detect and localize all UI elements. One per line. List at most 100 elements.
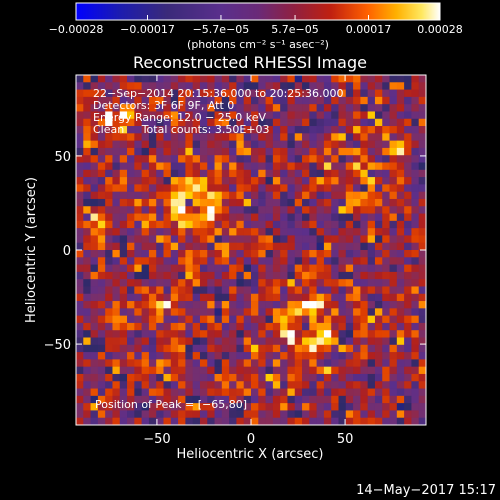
- heatmap-cell: [207, 257, 215, 265]
- heatmap-cell: [97, 410, 106, 419]
- heatmap-cell: [345, 308, 354, 316]
- heatmap-cell: [338, 133, 347, 141]
- heatmap-cell: [156, 264, 164, 273]
- heatmap-cell: [389, 359, 398, 367]
- heatmap-cell: [396, 126, 405, 134]
- heatmap-cell: [323, 417, 332, 426]
- heatmap-cell: [243, 388, 252, 397]
- heatmap-cell: [127, 162, 135, 171]
- heatmap-cell: [323, 403, 332, 411]
- heatmap-cell: [156, 286, 164, 295]
- heatmap-cell: [280, 381, 288, 389]
- heatmap-cell: [236, 337, 245, 346]
- heatmap-cell: [338, 315, 347, 324]
- heatmap-cell: [97, 206, 106, 214]
- heatmap-cell: [243, 82, 252, 90]
- heatmap-cell: [287, 155, 296, 163]
- heatmap-cell: [243, 191, 252, 200]
- heatmap-cell: [236, 366, 245, 375]
- heatmap-cell: [207, 395, 215, 404]
- heatmap-cell: [76, 89, 84, 98]
- heatmap-cell: [112, 126, 121, 134]
- heatmap-cell: [170, 118, 179, 127]
- heatmap-cell: [404, 330, 412, 338]
- heatmap-cell: [178, 96, 186, 105]
- heatmap-cell: [309, 381, 317, 389]
- heatmap-cell: [251, 257, 259, 265]
- heatmap-cell: [272, 359, 281, 367]
- heatmap-cell: [214, 417, 223, 426]
- heatmap-cell: [112, 169, 121, 178]
- heatmap-cell: [258, 162, 266, 171]
- heatmap-cell: [404, 75, 412, 83]
- heatmap-cell: [207, 403, 215, 411]
- heatmap-cell: [127, 286, 135, 295]
- heatmap-cell: [280, 279, 288, 287]
- heatmap-cell: [302, 213, 310, 222]
- heatmap-cell: [258, 330, 266, 338]
- heatmap-cell: [112, 250, 121, 258]
- heatmap-cell: [258, 264, 266, 273]
- heatmap-cell: [374, 403, 383, 411]
- heatmap-cell: [214, 315, 223, 324]
- heatmap-cell: [316, 206, 325, 214]
- heatmap-cell: [148, 75, 157, 83]
- heatmap-cell: [338, 366, 347, 375]
- heatmap-cell: [411, 403, 420, 411]
- heatmap-cell: [141, 366, 150, 375]
- heatmap-cell: [360, 89, 368, 98]
- heatmap-cell: [243, 352, 252, 360]
- heatmap-cell: [141, 279, 150, 287]
- heatmap-cell: [287, 395, 296, 404]
- heatmap-cell: [389, 198, 398, 207]
- heatmap-cell: [229, 220, 237, 229]
- heatmap-cell: [265, 250, 274, 258]
- heatmap-cell: [134, 250, 142, 258]
- heatmap-cell: [265, 264, 274, 273]
- heatmap-cell: [418, 140, 427, 149]
- heatmap-cell: [338, 250, 347, 258]
- heatmap-cell: [316, 162, 325, 171]
- heatmap-cell: [287, 242, 296, 251]
- heatmap-cell: [418, 373, 427, 382]
- heatmap-cell: [294, 410, 303, 419]
- heatmap-cell: [404, 250, 412, 258]
- heatmap-cell: [97, 191, 106, 200]
- heatmap-cell: [374, 293, 383, 302]
- heatmap-cell: [83, 228, 91, 236]
- heatmap-cell: [163, 322, 172, 331]
- heatmap-cell: [404, 133, 412, 141]
- heatmap-cell: [287, 184, 296, 192]
- heatmap-cell: [272, 133, 281, 141]
- heatmap-cell: [265, 315, 274, 324]
- y-tick-label: 50: [54, 150, 71, 165]
- heatmap-cell: [411, 373, 420, 382]
- heatmap-cell: [148, 322, 157, 331]
- heatmap-cell: [411, 206, 420, 214]
- heatmap-cell: [345, 337, 354, 346]
- heatmap-cell: [323, 177, 332, 185]
- heatmap-cell: [178, 133, 186, 141]
- heatmap-cell: [199, 264, 208, 273]
- heatmap-cell: [76, 75, 84, 83]
- heatmap-cell: [345, 155, 354, 163]
- heatmap-cell: [119, 169, 128, 178]
- heatmap-cell: [331, 359, 339, 367]
- heatmap-cell: [353, 264, 361, 273]
- y-tick-label: 0: [63, 244, 71, 259]
- heatmap-cell: [127, 118, 135, 127]
- heatmap-cell: [258, 140, 266, 149]
- heatmap-cell: [119, 301, 128, 309]
- heatmap-cell: [119, 322, 128, 331]
- heatmap-cell: [229, 344, 237, 353]
- heatmap-cell: [280, 322, 288, 331]
- heatmap-cell: [207, 206, 215, 214]
- heatmap-cell: [163, 177, 172, 185]
- heatmap-cell: [163, 366, 172, 375]
- heatmap-cell: [396, 104, 405, 112]
- heatmap-cell: [192, 89, 201, 98]
- heatmap-cell: [389, 322, 398, 331]
- heatmap-cell: [76, 301, 84, 309]
- heatmap-cell: [90, 279, 99, 287]
- heatmap-cell: [178, 373, 186, 382]
